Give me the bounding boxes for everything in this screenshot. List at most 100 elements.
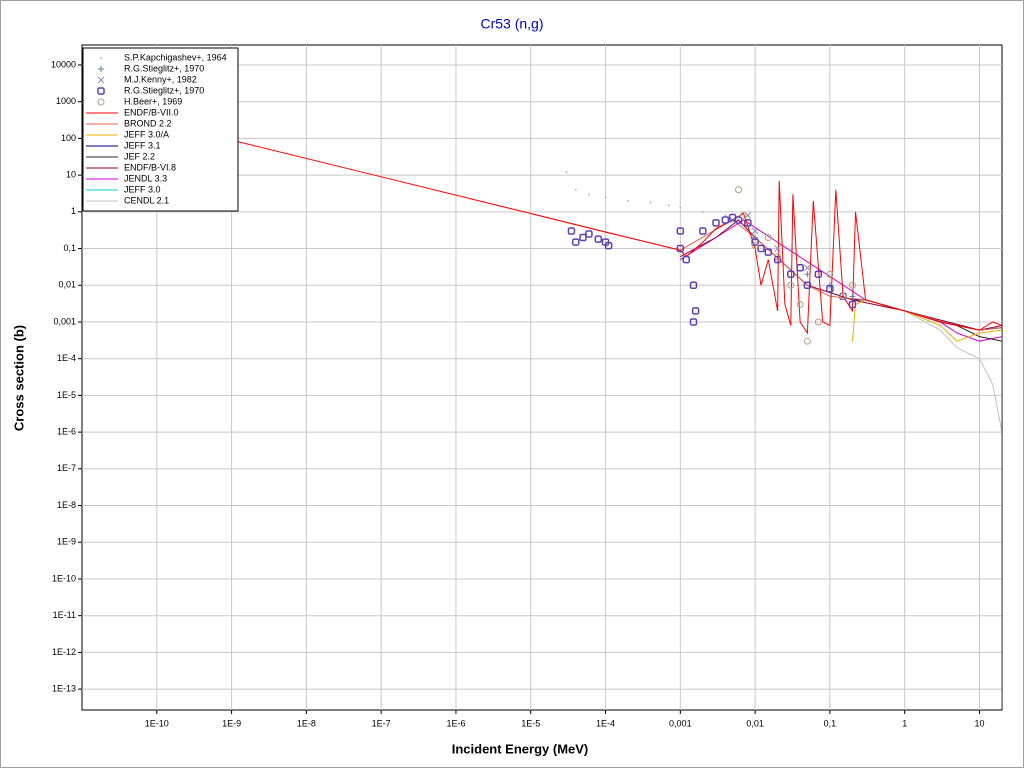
legend-label: ENDF/B-VII.0	[124, 107, 179, 117]
data-point	[787, 281, 795, 289]
legend-label: JEFF 3.1	[124, 140, 161, 150]
data-point	[667, 204, 670, 207]
y-tick-label: 100	[61, 133, 76, 143]
data-point	[574, 188, 577, 191]
data-point	[744, 219, 752, 227]
data-point	[814, 318, 822, 326]
data-point	[735, 186, 743, 194]
legend-label: BROND 2.2	[124, 118, 172, 128]
x-axis-label: Incident Energy (MeV)	[452, 741, 589, 756]
y-tick-label: 1E-13	[52, 683, 76, 693]
data-point	[676, 244, 685, 253]
x-tick-label: 0,1	[824, 718, 837, 728]
data-point	[682, 255, 690, 264]
data-point	[691, 307, 700, 315]
data-point	[764, 248, 773, 256]
data-point	[585, 230, 593, 238]
y-tick-label: 0,001	[53, 316, 76, 326]
data-point	[848, 281, 856, 289]
data-point	[804, 271, 811, 278]
data-point	[839, 292, 847, 300]
legend-label: CENDL 2.1	[124, 195, 169, 205]
data-point	[712, 219, 720, 227]
data-point	[679, 206, 682, 209]
legend-label: R.G.Stieglitz+, 1970	[124, 63, 204, 73]
x-tick-label: 1E-8	[297, 718, 316, 728]
data-point	[826, 285, 834, 293]
data-point	[565, 171, 568, 174]
y-tick-label: 1E-12	[52, 647, 76, 657]
y-tick-label: 1E-10	[52, 573, 76, 583]
data-point	[724, 214, 727, 217]
data-point	[649, 201, 652, 204]
y-tick-label: 1	[71, 206, 76, 216]
lines	[82, 102, 1002, 709]
data-point	[787, 270, 795, 278]
legend-label: H.Beer+, 1969	[124, 96, 182, 106]
data-point	[699, 227, 707, 235]
legend-marker	[97, 87, 105, 95]
data-point	[572, 238, 580, 246]
x-tick-label: 1E-7	[372, 718, 391, 728]
legend-label: S.P.Kapchigashev+, 1964	[124, 52, 227, 62]
data-point	[740, 211, 748, 219]
data-point	[796, 300, 804, 308]
data-point	[764, 233, 772, 241]
data-point	[567, 227, 576, 235]
x-tick-label: 1E-5	[521, 718, 540, 728]
data-point	[579, 233, 587, 242]
y-tick-label: 0,1	[63, 243, 76, 253]
legend-label: JEF 2.2	[124, 151, 155, 161]
legend-marker	[97, 98, 105, 106]
points	[565, 171, 857, 345]
data-point	[604, 196, 607, 199]
data-point	[849, 293, 856, 300]
legend-label: JEFF 3.0	[124, 184, 161, 194]
data-point	[803, 281, 812, 290]
y-tick-label: 1E-11	[53, 610, 76, 620]
legend-label: JENDL 3.3	[124, 173, 167, 183]
data-point	[757, 244, 765, 253]
y-tick-label: 1000	[56, 96, 76, 106]
legend-marker	[97, 76, 105, 84]
x-tick-label: 10	[974, 718, 984, 728]
data-point	[689, 281, 698, 290]
data-point	[804, 264, 811, 272]
data-point	[734, 216, 743, 224]
data-point	[751, 227, 759, 235]
y-axis-label: Cross section (b)	[11, 325, 26, 431]
data-point	[826, 270, 834, 278]
y-tick-label: 1E-7	[57, 463, 76, 473]
legend-label: M.J.Kenny+, 1982	[124, 74, 197, 84]
data-point	[594, 235, 603, 243]
y-tick-label: 10000	[51, 59, 76, 69]
series-line	[851, 299, 1002, 342]
data-point	[721, 216, 730, 224]
x-tick-label: 0,001	[669, 718, 692, 728]
legend-marker	[98, 66, 104, 72]
data-point	[848, 300, 857, 309]
y-tick-label: 0,01	[58, 280, 76, 290]
legend-label: JEFF 3.0/A	[124, 129, 169, 139]
data-point	[774, 245, 781, 252]
data-point	[796, 263, 804, 272]
data-point	[814, 270, 823, 278]
chart-title: Cr53 (n,g)	[480, 16, 543, 32]
x-tick-label: 1E-6	[446, 718, 465, 728]
legend-box	[82, 47, 239, 212]
data-point	[588, 193, 590, 196]
data-point	[751, 238, 759, 246]
data-point	[604, 241, 613, 250]
legend-marker	[100, 57, 102, 59]
y-tick-label: 1E-5	[57, 390, 76, 400]
legend-label: ENDF/B-VI.8	[124, 162, 176, 172]
series-line	[82, 102, 1002, 709]
y-tick-label: 1E-8	[57, 500, 76, 510]
data-point	[676, 227, 685, 235]
x-tick-label: 1	[902, 718, 907, 728]
data-point	[773, 255, 782, 264]
x-tick-label: 1E-9	[222, 718, 241, 728]
x-tick-label: 1E-4	[596, 718, 615, 728]
